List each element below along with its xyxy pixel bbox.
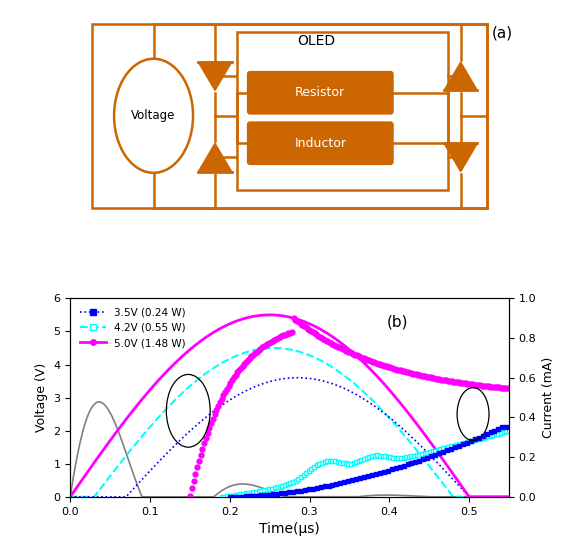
Text: Voltage: Voltage [132,109,176,123]
Polygon shape [198,62,232,91]
FancyBboxPatch shape [248,72,393,114]
Bar [237,33,448,190]
Text: OLED: OLED [297,34,335,48]
Ellipse shape [114,59,193,173]
Text: Inductor: Inductor [294,137,346,150]
Polygon shape [198,144,232,172]
Text: (b): (b) [387,315,408,330]
Polygon shape [444,144,477,172]
Legend: 3.5V (0.24 W), 4.2V (0.55 W), 5.0V (1.48 W): 3.5V (0.24 W), 4.2V (0.55 W), 5.0V (1.48… [75,304,190,352]
FancyBboxPatch shape [248,123,393,164]
Y-axis label: Current (mA): Current (mA) [542,357,555,438]
Polygon shape [444,62,477,91]
Text: Resistor: Resistor [295,86,345,99]
X-axis label: Time(μs): Time(μs) [259,522,320,536]
Y-axis label: Voltage (V): Voltage (V) [35,363,48,432]
Text: (a): (a) [491,26,512,41]
